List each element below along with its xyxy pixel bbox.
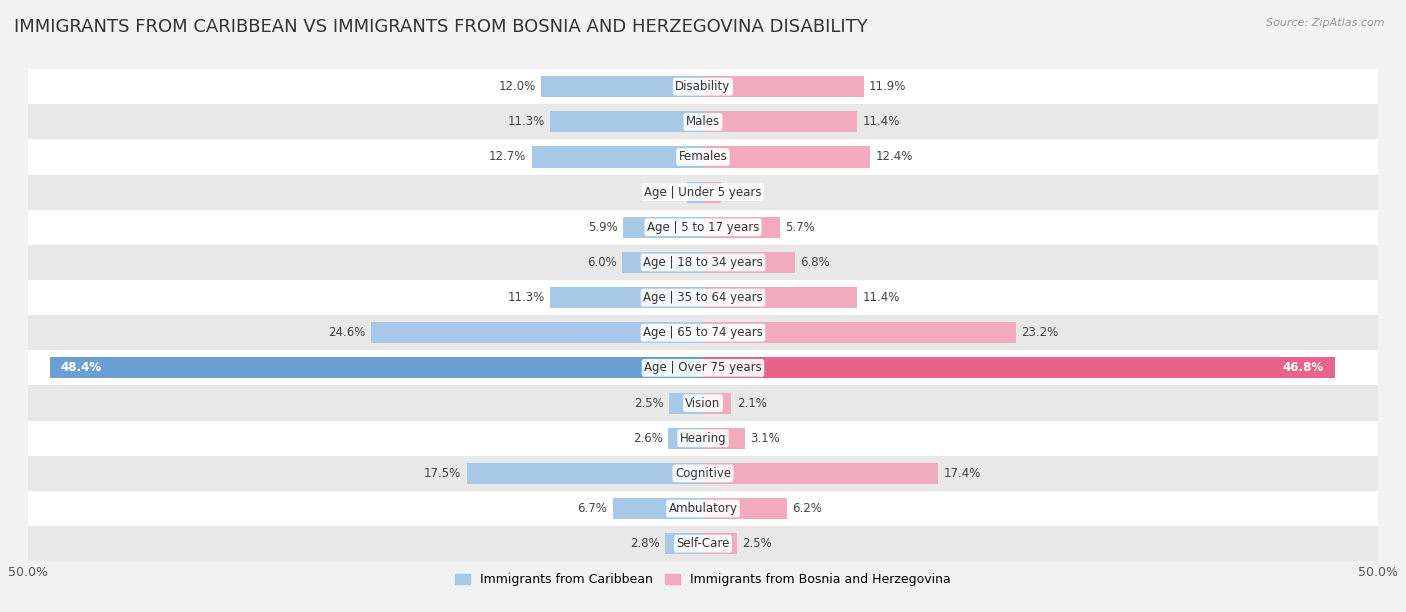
Text: 1.3%: 1.3% <box>725 185 755 199</box>
Text: Age | 18 to 34 years: Age | 18 to 34 years <box>643 256 763 269</box>
Bar <box>467 463 703 484</box>
Text: 6.0%: 6.0% <box>586 256 617 269</box>
Bar <box>668 428 703 449</box>
Text: IMMIGRANTS FROM CARIBBEAN VS IMMIGRANTS FROM BOSNIA AND HERZEGOVINA DISABILITY: IMMIGRANTS FROM CARIBBEAN VS IMMIGRANTS … <box>14 18 868 36</box>
FancyBboxPatch shape <box>28 245 1378 280</box>
Text: 5.9%: 5.9% <box>588 221 619 234</box>
FancyBboxPatch shape <box>28 456 1378 491</box>
Bar <box>371 322 703 343</box>
Bar <box>703 146 870 168</box>
Bar <box>703 533 737 554</box>
Legend: Immigrants from Caribbean, Immigrants from Bosnia and Herzegovina: Immigrants from Caribbean, Immigrants fr… <box>450 569 956 591</box>
Text: Males: Males <box>686 115 720 129</box>
Text: 17.5%: 17.5% <box>425 467 461 480</box>
Text: Age | 65 to 74 years: Age | 65 to 74 years <box>643 326 763 339</box>
Bar <box>551 111 703 132</box>
Text: 46.8%: 46.8% <box>1282 362 1324 375</box>
Text: 12.0%: 12.0% <box>498 80 536 93</box>
Bar <box>613 498 703 519</box>
FancyBboxPatch shape <box>28 104 1378 140</box>
Text: Disability: Disability <box>675 80 731 93</box>
Bar <box>703 76 863 97</box>
Bar <box>669 392 703 414</box>
Text: 2.6%: 2.6% <box>633 431 662 445</box>
Text: 2.5%: 2.5% <box>742 537 772 550</box>
FancyBboxPatch shape <box>28 280 1378 315</box>
Text: 6.7%: 6.7% <box>578 502 607 515</box>
Text: 48.4%: 48.4% <box>60 362 101 375</box>
Text: 6.2%: 6.2% <box>792 502 823 515</box>
FancyBboxPatch shape <box>28 386 1378 420</box>
Text: 17.4%: 17.4% <box>943 467 980 480</box>
Text: 2.5%: 2.5% <box>634 397 664 409</box>
Bar <box>686 182 703 203</box>
FancyBboxPatch shape <box>28 491 1378 526</box>
Text: Cognitive: Cognitive <box>675 467 731 480</box>
Text: Age | Under 5 years: Age | Under 5 years <box>644 185 762 199</box>
FancyBboxPatch shape <box>28 210 1378 245</box>
Text: Self-Care: Self-Care <box>676 537 730 550</box>
Text: 24.6%: 24.6% <box>328 326 366 339</box>
Text: Age | Over 75 years: Age | Over 75 years <box>644 362 762 375</box>
FancyBboxPatch shape <box>28 350 1378 386</box>
Bar <box>49 357 703 378</box>
FancyBboxPatch shape <box>28 315 1378 350</box>
Bar <box>621 252 703 273</box>
Bar <box>703 357 1334 378</box>
Text: Hearing: Hearing <box>679 431 727 445</box>
Text: Ambulatory: Ambulatory <box>668 502 738 515</box>
Bar <box>703 322 1017 343</box>
Bar <box>703 111 856 132</box>
FancyBboxPatch shape <box>28 174 1378 210</box>
Bar <box>541 76 703 97</box>
FancyBboxPatch shape <box>28 420 1378 456</box>
Text: 3.1%: 3.1% <box>751 431 780 445</box>
Text: 11.3%: 11.3% <box>508 291 546 304</box>
FancyBboxPatch shape <box>28 526 1378 561</box>
Bar <box>703 287 856 308</box>
FancyBboxPatch shape <box>28 69 1378 104</box>
Bar <box>623 217 703 238</box>
Text: 11.4%: 11.4% <box>862 291 900 304</box>
Text: 11.4%: 11.4% <box>862 115 900 129</box>
Text: Vision: Vision <box>685 397 721 409</box>
Bar <box>703 217 780 238</box>
Bar <box>703 498 787 519</box>
Bar <box>665 533 703 554</box>
Text: Age | 35 to 64 years: Age | 35 to 64 years <box>643 291 763 304</box>
Text: 23.2%: 23.2% <box>1022 326 1059 339</box>
Bar <box>703 463 938 484</box>
Text: 12.7%: 12.7% <box>489 151 526 163</box>
Bar <box>703 392 731 414</box>
Bar <box>551 287 703 308</box>
Text: 11.3%: 11.3% <box>508 115 546 129</box>
Text: 6.8%: 6.8% <box>800 256 830 269</box>
Text: Females: Females <box>679 151 727 163</box>
Text: Age | 5 to 17 years: Age | 5 to 17 years <box>647 221 759 234</box>
Text: 12.4%: 12.4% <box>876 151 912 163</box>
Bar <box>703 182 720 203</box>
Text: 11.9%: 11.9% <box>869 80 907 93</box>
Text: 2.8%: 2.8% <box>630 537 659 550</box>
Text: 1.2%: 1.2% <box>651 185 682 199</box>
FancyBboxPatch shape <box>28 140 1378 174</box>
Text: 5.7%: 5.7% <box>786 221 815 234</box>
Bar <box>703 252 794 273</box>
Text: 2.1%: 2.1% <box>737 397 766 409</box>
Bar <box>531 146 703 168</box>
Text: Source: ZipAtlas.com: Source: ZipAtlas.com <box>1267 18 1385 28</box>
Bar <box>703 428 745 449</box>
